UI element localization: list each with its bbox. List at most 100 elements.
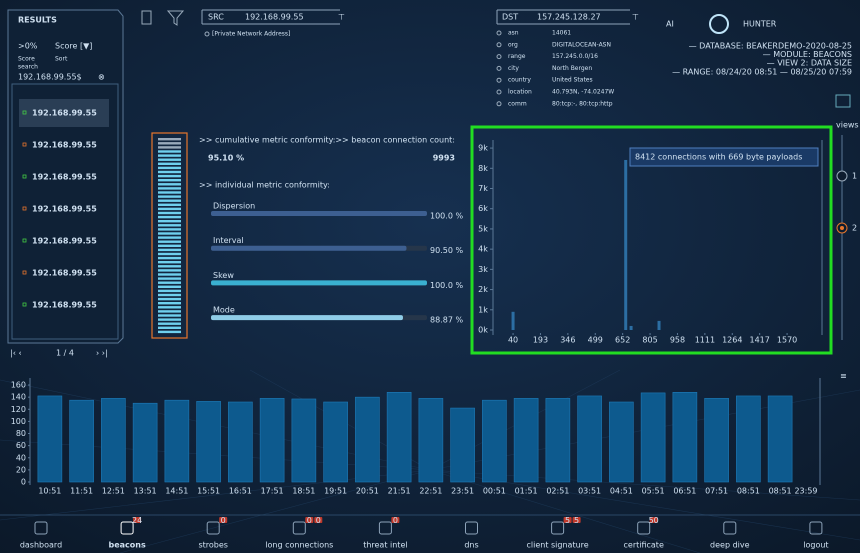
nav-icon[interactable]: [206, 521, 220, 535]
pager-next[interactable]: › ›|: [96, 349, 108, 358]
nav-icon[interactable]: [34, 521, 48, 535]
meter-segment: [158, 326, 181, 329]
y-tick-label: 100: [11, 417, 26, 426]
x-tick-label: 1264: [722, 336, 742, 345]
meter-segment: [158, 228, 181, 231]
row-marker: [22, 142, 27, 147]
timeline-bar: [767, 395, 793, 483]
nav-label[interactable]: beacons: [108, 541, 145, 550]
nav-icon[interactable]: [292, 521, 306, 535]
x-tick-label: 06:51: [673, 487, 696, 496]
sort-value[interactable]: Score [▼]: [55, 42, 92, 51]
meter-segment: [158, 220, 181, 223]
nav-badge: [649, 517, 658, 523]
nav-label[interactable]: logout: [803, 541, 828, 550]
timeline-bar: [450, 407, 475, 483]
field-bullet: [496, 42, 502, 48]
row-marker: [22, 270, 27, 275]
nav-label[interactable]: client signature: [526, 541, 588, 550]
meter-segment: [158, 232, 181, 235]
nav-badge-text: 0: [393, 516, 398, 525]
nav-icon[interactable]: [723, 521, 737, 535]
brand-logo: [709, 14, 729, 34]
filter-icon[interactable]: [166, 10, 185, 26]
brand-info: — DATABASE: BEAKERDEMO-2020-08-25: [689, 42, 852, 51]
result-item[interactable]: 192.168.99.55: [32, 109, 97, 118]
nav-icon[interactable]: [465, 521, 478, 535]
nav-badge-text: 0: [307, 516, 312, 525]
timeline-bar: [259, 398, 285, 483]
nav-badge: [391, 517, 400, 523]
y-tick-label: 160: [11, 381, 26, 390]
nav-label[interactable]: dns: [464, 541, 478, 550]
count-label: >> beacon connection count:: [335, 136, 455, 145]
timeline-menu[interactable]: ≡: [840, 372, 847, 381]
selected-row[interactable]: [19, 99, 109, 127]
timeline-bar: [736, 395, 761, 483]
meter-segment: [158, 277, 181, 280]
x-tick-label: 652: [615, 336, 630, 345]
nav-icon[interactable]: [120, 521, 134, 535]
meter-segment: [158, 211, 181, 215]
result-item[interactable]: 192.168.99.55: [32, 237, 97, 246]
result-item[interactable]: 192.168.99.55: [32, 205, 97, 214]
timeline-bar: [69, 399, 94, 483]
dst-key: range: [508, 53, 526, 60]
nav-label[interactable]: threat intel: [363, 541, 407, 550]
nav-label[interactable]: long connections: [265, 541, 333, 550]
timeline-bar: [196, 401, 221, 483]
x-tick-label: 07:51: [705, 487, 728, 496]
search-input[interactable]: 192.168.99.55$: [18, 73, 82, 82]
src-pin: ⊤: [338, 13, 345, 22]
results-title: RESULTS: [18, 16, 57, 25]
clear-search-icon[interactable]: ⊗: [98, 73, 105, 82]
hist-bar: [511, 311, 515, 330]
nav-label[interactable]: dashboard: [20, 541, 62, 550]
src-frame: [201, 9, 340, 25]
timeline-bar: [545, 398, 571, 483]
field-bullet: [496, 65, 502, 71]
nav-icon[interactable]: [637, 521, 651, 535]
views-label: views: [836, 121, 859, 130]
annotation: 8412 connections with 669 byte payloads: [635, 153, 802, 162]
metric-value: 88.87 %: [430, 316, 463, 325]
x-tick-label: 23:51: [451, 487, 474, 496]
results-panel: [7, 9, 124, 344]
x-tick-label: 10:51: [38, 487, 61, 496]
pager-first[interactable]: |‹ ‹: [10, 349, 22, 358]
view-option-2-dot: [840, 226, 844, 230]
timeline-bar: [640, 392, 666, 483]
y-tick-label: 120: [11, 405, 26, 414]
menu-icon[interactable]: [835, 94, 851, 108]
x-tick-label: 05:51: [642, 487, 665, 496]
x-tick-label: 16:51: [229, 487, 252, 496]
x-tick-label: 1417: [749, 336, 769, 345]
view-option-1[interactable]: [836, 170, 848, 182]
result-item[interactable]: 192.168.99.55: [32, 173, 97, 182]
meter-segment: [158, 146, 181, 149]
dst-ip: 157.245.128.27: [537, 13, 601, 22]
nav-label[interactable]: certificate: [624, 541, 664, 550]
timeline-bar: [704, 398, 729, 483]
y-tick-label: 60: [16, 441, 26, 450]
timeline-bar: [355, 396, 380, 483]
nav-icon[interactable]: [809, 521, 823, 535]
meter-segment: [158, 174, 181, 178]
filter-value[interactable]: >0%: [18, 42, 38, 51]
results-list-frame: [11, 83, 119, 340]
db-icon[interactable]: [141, 10, 152, 25]
cumulative-label: >> cumulative metric conformity:: [199, 136, 336, 145]
meter-segments: [158, 138, 181, 334]
nav-label[interactable]: strobes: [198, 541, 227, 550]
x-tick-label: 04:51: [610, 487, 633, 496]
result-item[interactable]: 192.168.99.55: [32, 301, 97, 310]
nav-badge: [219, 517, 228, 523]
result-item[interactable]: 192.168.99.55: [32, 141, 97, 150]
nav-icon[interactable]: [551, 521, 565, 535]
nav-icon[interactable]: [378, 521, 392, 535]
result-item[interactable]: 192.168.99.55: [32, 269, 97, 278]
nav-label[interactable]: deep dive: [710, 541, 750, 550]
nav-badge: [133, 517, 142, 523]
dst-value: United States: [552, 77, 593, 84]
metric-name: Dispersion: [213, 202, 255, 211]
